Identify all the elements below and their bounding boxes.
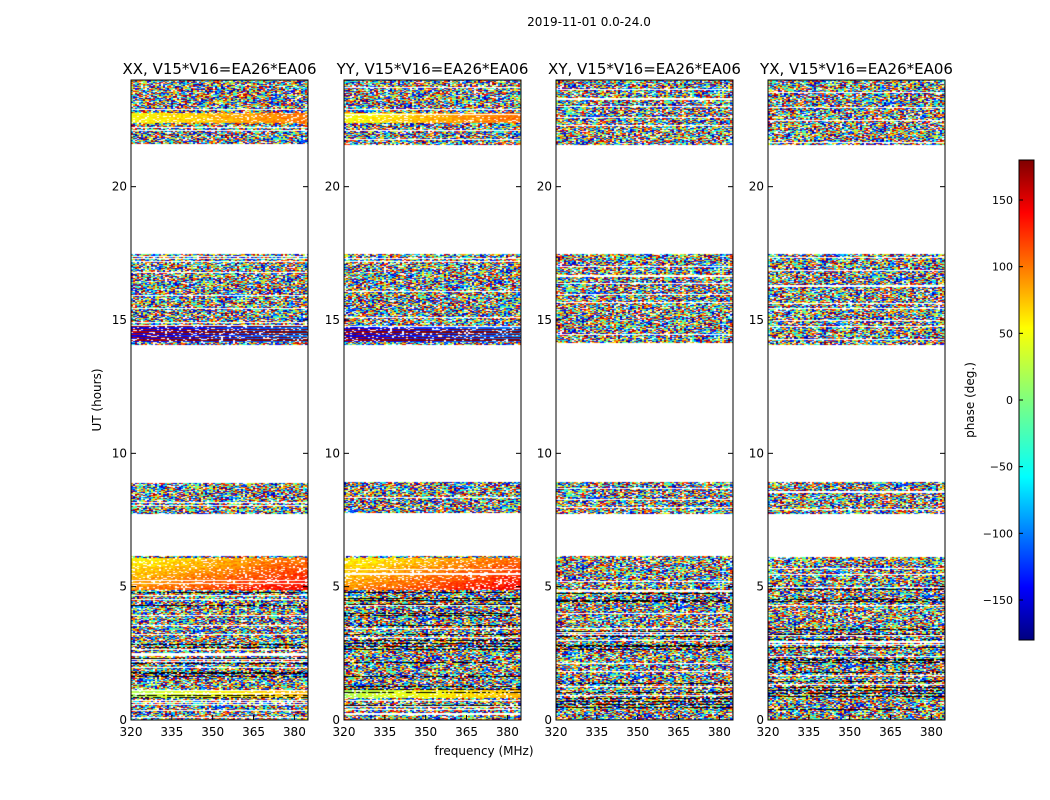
y-tick-label: 20: [325, 180, 340, 194]
y-tick-label: 15: [749, 313, 764, 327]
x-tick-label: 320: [757, 725, 780, 739]
figure-suptitle: 2019-11-01 0.0-24.0: [527, 15, 651, 29]
heatmap-image: [344, 80, 521, 720]
panel-3: YX, V15*V16=EA26*EA06 0 5 10 15 20 320 335 350 36…: [749, 60, 953, 739]
panel-title: YX, V15*V16=EA26*EA06: [759, 60, 953, 78]
panel-title: YY, V15*V16=EA26*EA06: [336, 60, 529, 78]
colorbar-tick-label: −50: [990, 461, 1013, 474]
x-tick-label: 365: [242, 725, 265, 739]
x-tick-label: 380: [496, 725, 519, 739]
y-tick-label: 5: [756, 580, 764, 594]
panel-frame: [767, 79, 946, 721]
x-axis-label: frequency (MHz): [434, 744, 533, 758]
x-tick-label: 380: [283, 725, 306, 739]
x-tick-label: 320: [545, 725, 568, 739]
x-tick-label: 335: [373, 725, 396, 739]
y-tick-label: 20: [537, 180, 552, 194]
heatmap-image: [768, 80, 945, 720]
heatmap-image: [131, 80, 308, 720]
y-tick-label: 15: [537, 313, 552, 327]
x-tick-label: 365: [455, 725, 478, 739]
panel-2: XY, V15*V16=EA26*EA06 0 5 10 15 20 320 335 350 36…: [537, 60, 741, 739]
x-tick-label: 335: [797, 725, 820, 739]
x-tick-label: 350: [626, 725, 649, 739]
x-tick-label: 380: [920, 725, 943, 739]
colorbar-tick-label: 150: [992, 194, 1013, 207]
y-tick-label: 0: [332, 713, 340, 727]
colorbar-label: phase (deg.): [963, 362, 977, 438]
colorbar-tick-label: −150: [983, 594, 1013, 607]
y-tick-label: 20: [112, 180, 127, 194]
colorbar: −150 −100 −50 0 50 100 150 phase (deg.): [963, 159, 1035, 641]
colorbar-ticks: −150 −100 −50 0 50 100 150: [983, 194, 1023, 607]
panel-title: XY, V15*V16=EA26*EA06: [548, 60, 741, 78]
y-tick-label: 10: [537, 446, 552, 460]
y-tick-label: 5: [119, 580, 127, 594]
x-tick-label: 350: [201, 725, 224, 739]
y-tick-label: 5: [544, 580, 552, 594]
y-tick-label: 10: [112, 446, 127, 460]
y-tick-label: 15: [325, 313, 340, 327]
panel-1: YY, V15*V16=EA26*EA06 0 5 10 15 20 320 335 350 36…: [325, 60, 529, 739]
x-tick-label: 365: [879, 725, 902, 739]
x-tick-label: 335: [160, 725, 183, 739]
y-tick-label: 5: [332, 580, 340, 594]
y-tick-label: 0: [119, 713, 127, 727]
heatmap-image: [556, 80, 733, 720]
y-tick-label: 15: [112, 313, 127, 327]
panel-frame: [555, 79, 734, 721]
y-tick-label: 10: [749, 446, 764, 460]
x-tick-label: 365: [667, 725, 690, 739]
panel-0: XX, V15*V16=EA26*EA06 0 5 10 15 20 320 335 350 36…: [112, 60, 317, 739]
y-tick-label: 0: [756, 713, 764, 727]
y-tick-label: 20: [749, 180, 764, 194]
colorbar-tick-label: 50: [999, 327, 1013, 340]
y-axis-label: UT (hours): [90, 368, 104, 431]
y-tick-label: 10: [325, 446, 340, 460]
x-tick-label: 335: [585, 725, 608, 739]
x-tick-label: 320: [333, 725, 356, 739]
x-tick-label: 350: [414, 725, 437, 739]
panel-frame: [343, 79, 522, 721]
colorbar-tick-label: 100: [992, 261, 1013, 274]
panel-frame: [130, 79, 309, 721]
y-tick-label: 0: [544, 713, 552, 727]
panel-title: XX, V15*V16=EA26*EA06: [122, 60, 316, 78]
x-tick-label: 350: [838, 725, 861, 739]
panels: XX, V15*V16=EA26*EA06 0 5 10 15 20 320 335 350 36…: [112, 60, 953, 739]
colorbar-tick-label: −100: [983, 527, 1013, 540]
colorbar-tick-label: 0: [1006, 394, 1013, 407]
x-tick-label: 380: [708, 725, 731, 739]
x-tick-label: 320: [120, 725, 143, 739]
